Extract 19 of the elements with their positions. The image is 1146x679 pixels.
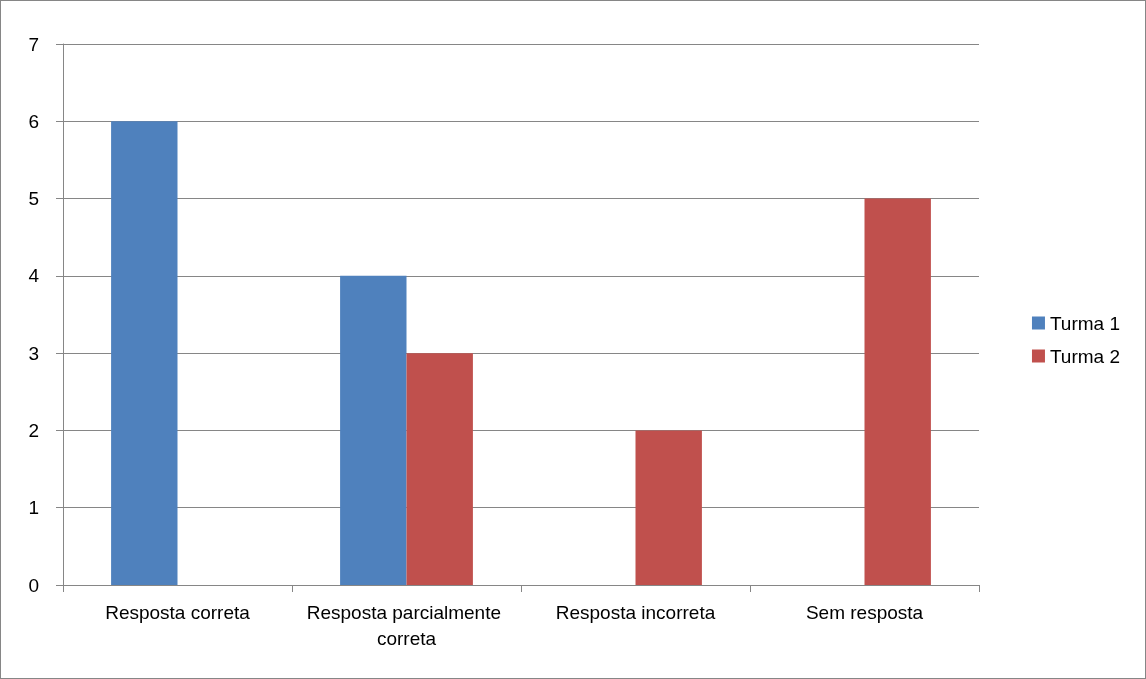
bar bbox=[864, 198, 931, 585]
y-tick-label: 7 bbox=[28, 33, 39, 55]
y-tick-label: 5 bbox=[28, 188, 39, 210]
y-tick-label: 0 bbox=[28, 574, 39, 596]
y-tick-label: 1 bbox=[28, 497, 39, 519]
bar bbox=[635, 430, 702, 585]
legend-label: Turma 2 bbox=[1049, 345, 1121, 367]
legend-label: Turma 1 bbox=[1049, 312, 1121, 334]
y-tick-label: 6 bbox=[28, 110, 39, 132]
x-tick-label: Sem resposta bbox=[805, 601, 924, 623]
x-tick-label: Resposta parcialmente correta bbox=[306, 601, 507, 649]
bar bbox=[111, 121, 178, 585]
x-tick-label: Resposta correta bbox=[105, 601, 251, 623]
x-tick-label: Resposta incorreta bbox=[555, 601, 716, 623]
y-tick-label: 3 bbox=[28, 342, 39, 364]
y-tick-label: 4 bbox=[28, 265, 40, 287]
bar bbox=[406, 353, 473, 585]
y-tick-label: 2 bbox=[28, 419, 39, 441]
bar bbox=[340, 275, 407, 585]
